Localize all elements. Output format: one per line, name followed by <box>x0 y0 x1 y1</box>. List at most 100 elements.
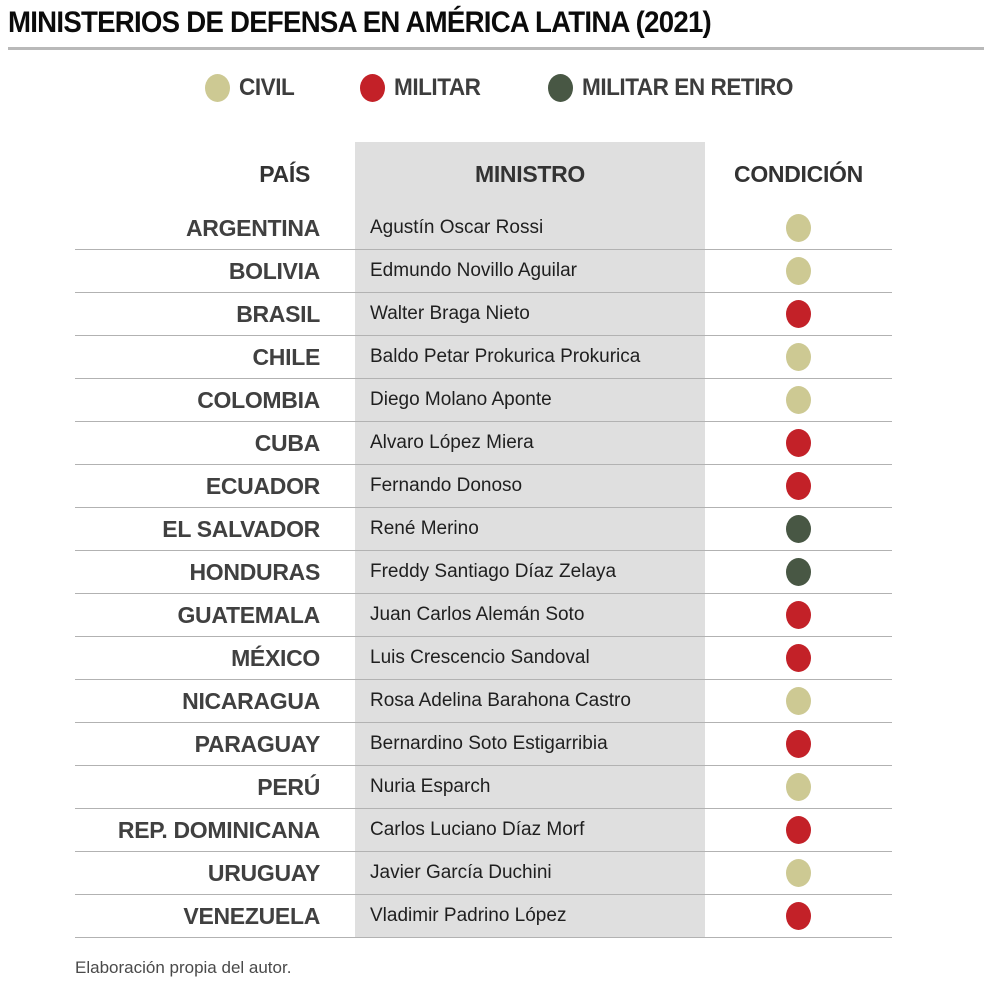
condition-cell <box>705 379 892 421</box>
condition-cell <box>705 250 892 292</box>
country-cell: GUATEMALA <box>177 601 320 628</box>
table-row: GUATEMALA Juan Carlos Alemán Soto <box>75 594 892 637</box>
table-row: VENEZUELA Vladimir Padrino López <box>75 895 892 938</box>
minister-cell: Carlos Luciano Díaz Morf <box>355 809 705 851</box>
title-divider <box>8 47 984 50</box>
condition-cell <box>705 895 892 937</box>
condition-dot-icon <box>786 214 811 242</box>
ministers-table: PAÍS MINISTRO CONDICIÓN ARGENTINA Agustí… <box>75 142 892 938</box>
condition-cell <box>705 594 892 636</box>
country-cell: BRASIL <box>236 300 320 327</box>
minister-cell: René Merino <box>355 508 705 550</box>
condition-dot-icon <box>786 343 811 371</box>
civil-dot-icon <box>205 74 231 102</box>
condition-dot-icon <box>786 687 811 715</box>
condition-dot-icon <box>786 472 811 500</box>
condition-cell <box>705 637 892 679</box>
minister-cell: Javier García Duchini <box>355 852 705 894</box>
condition-cell <box>705 508 892 550</box>
minister-cell: Juan Carlos Alemán Soto <box>355 594 705 636</box>
header: MINISTERIOS DE DEFENSA EN AMÉRICA LATINA… <box>0 0 992 50</box>
condition-cell <box>705 336 892 378</box>
table-row: PERÚ Nuria Esparch <box>75 766 892 809</box>
country-cell: URUGUAY <box>207 859 320 886</box>
minister-cell: Edmundo Novillo Aguilar <box>355 250 705 292</box>
country-cell: VENEZUELA <box>183 902 320 929</box>
country-cell: REP. DOMINICANA <box>117 816 320 843</box>
condition-dot-icon <box>786 386 811 414</box>
country-cell: HONDURAS <box>189 558 321 585</box>
condition-dot-icon <box>786 816 811 844</box>
source-note: Elaboración propia del autor. <box>75 958 292 977</box>
minister-cell: Bernardino Soto Estigarribia <box>355 723 705 765</box>
country-cell: EL SALVADOR <box>162 515 320 542</box>
table-row: NICARAGUA Rosa Adelina Barahona Castro <box>75 680 892 723</box>
table-row: BRASIL Walter Braga Nieto <box>75 293 892 336</box>
condition-cell <box>705 422 892 464</box>
minister-cell: Diego Molano Aponte <box>355 379 705 421</box>
country-cell: COLOMBIA <box>197 386 320 413</box>
table-row: HONDURAS Freddy Santiago Díaz Zelaya <box>75 551 892 594</box>
table-row: EL SALVADOR René Merino <box>75 508 892 551</box>
condition-cell <box>705 680 892 722</box>
table-row: ARGENTINA Agustín Oscar Rossi <box>75 207 892 250</box>
condition-cell <box>705 207 892 249</box>
country-cell: ECUADOR <box>205 472 320 499</box>
minister-cell: Agustín Oscar Rossi <box>355 207 705 249</box>
country-cell: CUBA <box>254 429 321 456</box>
minister-cell: Baldo Petar Prokurica Prokurica <box>355 336 705 378</box>
condition-dot-icon <box>786 429 811 457</box>
table-body: ARGENTINA Agustín Oscar Rossi BOLIVIA Ed… <box>75 207 892 938</box>
column-header-ministro: MINISTRO <box>355 142 705 207</box>
page-title: MINISTERIOS DE DEFENSA EN AMÉRICA LATINA… <box>8 6 712 39</box>
condition-cell <box>705 723 892 765</box>
country-cell: PARAGUAY <box>194 730 321 757</box>
condition-cell <box>705 465 892 507</box>
condition-dot-icon <box>786 601 811 629</box>
condition-cell <box>705 293 892 335</box>
table-row: REP. DOMINICANA Carlos Luciano Díaz Morf <box>75 809 892 852</box>
country-cell: PERÚ <box>257 773 320 800</box>
condition-dot-icon <box>786 515 811 543</box>
legend-item-militar: MILITAR <box>360 74 486 102</box>
minister-cell: Luis Crescencio Sandoval <box>355 637 705 679</box>
condition-cell <box>705 551 892 593</box>
country-cell: ARGENTINA <box>185 214 320 241</box>
legend-item-civil: CIVIL <box>205 74 298 102</box>
condition-dot-icon <box>786 558 811 586</box>
condition-dot-icon <box>786 773 811 801</box>
condition-cell <box>705 852 892 894</box>
table-row: URUGUAY Javier García Duchini <box>75 852 892 895</box>
minister-cell: Freddy Santiago Díaz Zelaya <box>355 551 705 593</box>
country-cell: MÉXICO <box>231 644 320 671</box>
minister-cell: Alvaro López Miera <box>355 422 705 464</box>
legend-label-retiro: MILITAR EN RETIRO <box>582 74 794 101</box>
legend-item-retiro: MILITAR EN RETIRO <box>548 74 806 102</box>
column-header-condicion: CONDICIÓN <box>734 161 863 187</box>
table-row: BOLIVIA Edmundo Novillo Aguilar <box>75 250 892 293</box>
table-row: CUBA Alvaro López Miera <box>75 422 892 465</box>
minister-cell: Rosa Adelina Barahona Castro <box>355 680 705 722</box>
minister-cell: Vladimir Padrino López <box>355 895 705 937</box>
condition-dot-icon <box>786 300 811 328</box>
condition-cell <box>705 766 892 808</box>
condition-cell <box>705 809 892 851</box>
table-row: COLOMBIA Diego Molano Aponte <box>75 379 892 422</box>
condition-dot-icon <box>786 730 811 758</box>
table-row: PARAGUAY Bernardino Soto Estigarribia <box>75 723 892 766</box>
condition-dot-icon <box>786 257 811 285</box>
country-cell: CHILE <box>252 343 320 370</box>
column-header-pais: PAÍS <box>259 161 310 187</box>
country-cell: BOLIVIA <box>228 257 320 284</box>
legend: CIVIL MILITAR MILITAR EN RETIRO <box>0 74 992 102</box>
table-header-row: PAÍS MINISTRO CONDICIÓN <box>75 142 892 207</box>
minister-cell: Nuria Esparch <box>355 766 705 808</box>
condition-dot-icon <box>786 902 811 930</box>
retiro-dot-icon <box>548 74 574 102</box>
militar-dot-icon <box>360 74 386 102</box>
minister-cell: Walter Braga Nieto <box>355 293 705 335</box>
table-row: CHILE Baldo Petar Prokurica Prokurica <box>75 336 892 379</box>
table-row: MÉXICO Luis Crescencio Sandoval <box>75 637 892 680</box>
condition-dot-icon <box>786 859 811 887</box>
